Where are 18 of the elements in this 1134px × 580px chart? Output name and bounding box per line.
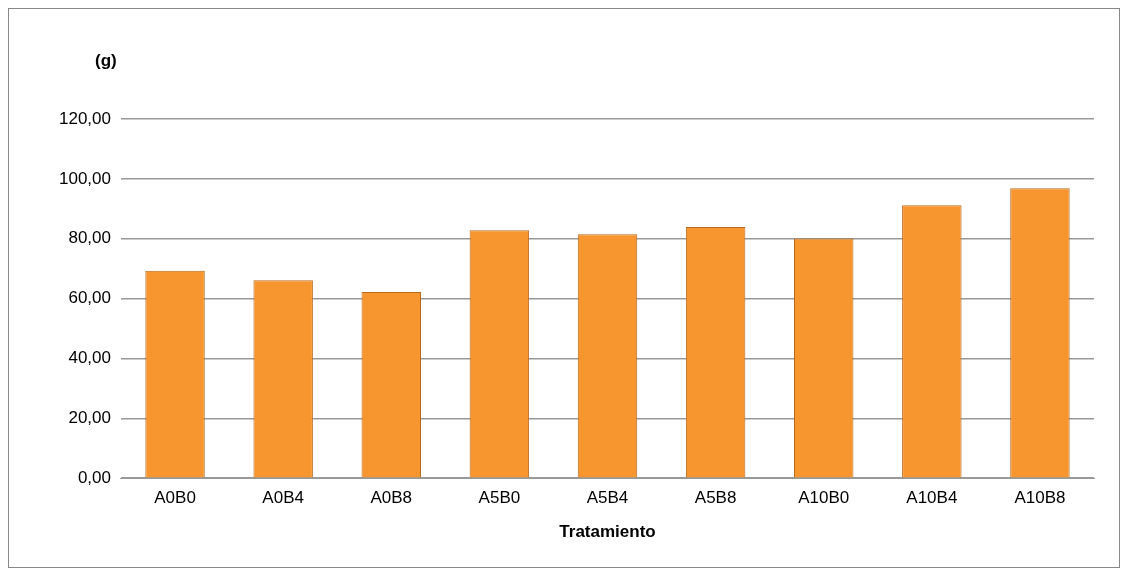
y-tick-label: 0,00 [77,467,111,487]
y-tick-label: 120,00 [59,108,111,128]
x-tick-label: A10B0 [798,488,850,508]
x-tick-label: A10B4 [906,488,958,508]
y-tick-label: 100,00 [59,168,111,188]
y-tick-label: 80,00 [68,228,111,248]
x-tick-label: A5B8 [694,488,737,508]
y-axis-title: (g) [95,51,117,71]
x-tick-label: A10B8 [1014,488,1066,508]
x-tick-label: A0B4 [262,488,304,508]
x-tick-label: A5B4 [586,488,629,508]
x-tick-label: A5B0 [478,488,521,508]
y-tick-label: 20,00 [68,408,111,428]
y-tick-label: 40,00 [68,348,111,368]
y-tick-label: 60,00 [68,288,111,308]
x-axis-title: Tratamiento [559,522,656,542]
x-tick-label: A0B0 [154,488,196,508]
x-tick-label: A0B8 [370,488,413,508]
